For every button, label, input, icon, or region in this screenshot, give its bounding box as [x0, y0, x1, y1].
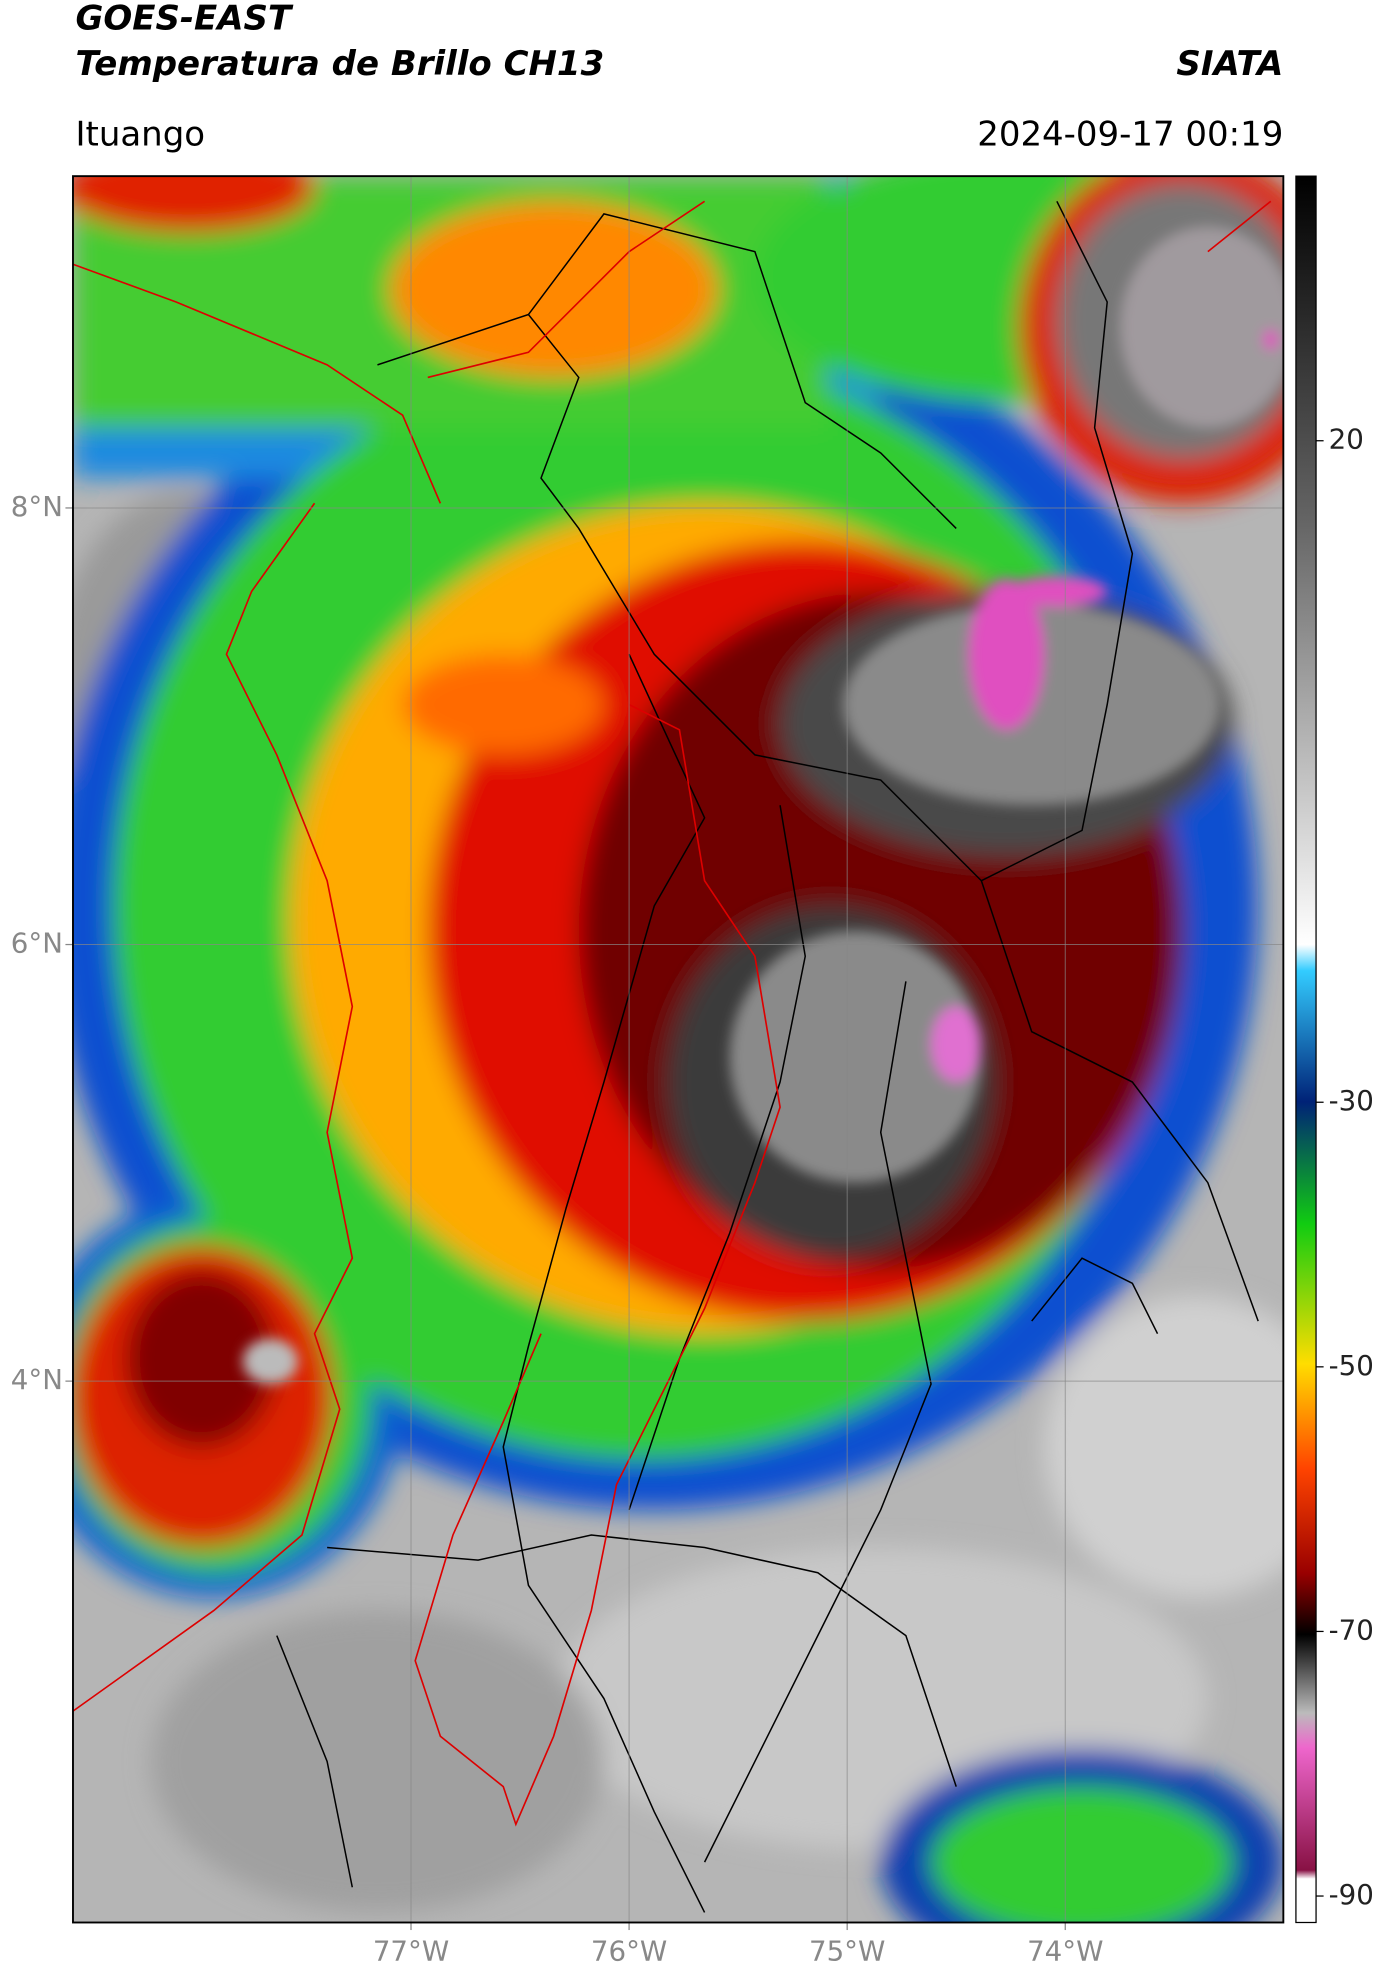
colorbar-tick-label: -50 — [1329, 1349, 1374, 1382]
colorbar-tick-label: -70 — [1329, 1613, 1374, 1646]
location: Ituango — [75, 114, 205, 154]
x-tick-label: 77°W — [373, 1935, 449, 1968]
x-tick-label: 75°W — [809, 1935, 885, 1968]
x-tick-label: 76°W — [591, 1935, 667, 1968]
y-tick-label: 4°N — [11, 1363, 63, 1396]
product: Temperatura de Brillo CH13 — [75, 44, 604, 84]
satellite: GOES-EAST — [75, 0, 293, 39]
y-tick-label: 6°N — [11, 927, 63, 960]
satellite-image — [72, 176, 1284, 1923]
y-tick-label: 8°N — [11, 490, 63, 523]
map-frame — [72, 175, 1285, 1924]
colorbar-tick-label: -90 — [1329, 1878, 1374, 1911]
colorbar — [1295, 175, 1317, 1924]
colorbar-tick-label: 20 — [1329, 423, 1364, 456]
colorbar-tick-label: -30 — [1329, 1084, 1374, 1117]
x-tick-label: 74°W — [1027, 1935, 1103, 1968]
institution: SIATA — [1176, 44, 1283, 84]
timestamp: 2024-09-17 00:19 — [977, 114, 1283, 154]
graticule: 77°W 76°W 75°W 74°W 8°N 6°N 4°N — [11, 176, 1284, 1968]
